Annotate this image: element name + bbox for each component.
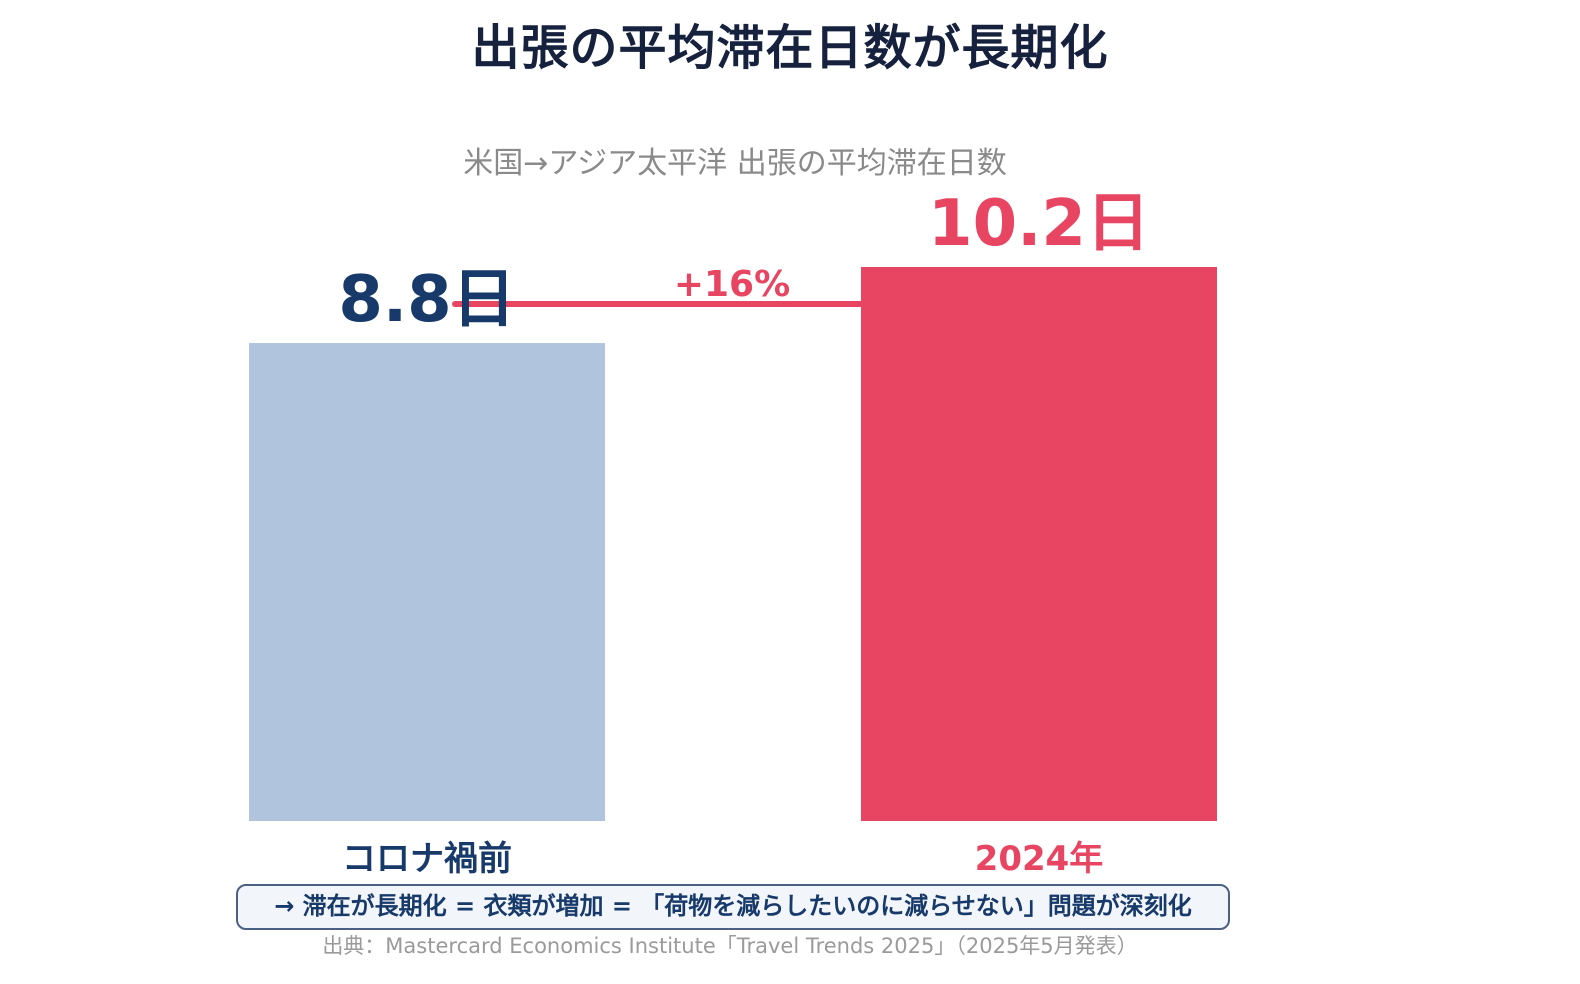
takeaway-note: → 滞在が長期化 = 衣類が増加 = 「荷物を減らしたいのに減らせない」問題が深… [236,884,1230,930]
source-citation: 出典：Mastercard Economics Institute「Travel… [322,934,1138,958]
bar-2024 [861,267,1217,821]
page-title: 出張の平均滞在日数が長期化 [471,20,1109,76]
chart-subtitle: 米国→アジア太平洋 出張の平均滞在日数 [463,146,1007,181]
value-label-2024: 10.2日 [928,187,1150,261]
percent-change-label: +16% [674,264,790,305]
value-label-pre-covid: 8.8日 [338,263,515,337]
category-label-2024: 2024年 [975,839,1104,879]
bar-pre-covid [249,343,605,821]
category-label-pre-covid: コロナ禍前 [342,839,512,879]
